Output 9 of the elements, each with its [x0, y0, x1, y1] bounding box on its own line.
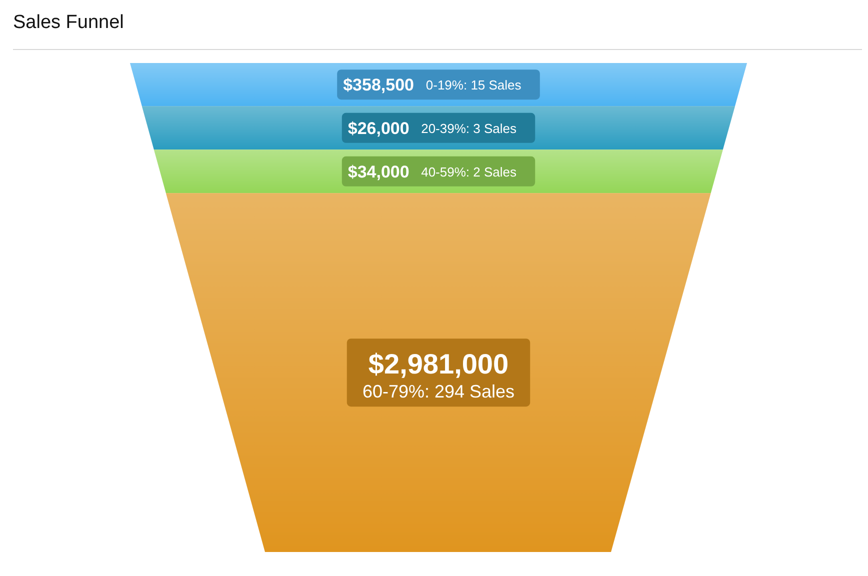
category-label: 60-79%: 294 Sales — [362, 382, 515, 402]
text: Sales Funnel — [13, 12, 124, 34]
category-label: 0-19%: 15 Sales — [426, 78, 522, 93]
data-label: $358,500 — [343, 76, 414, 95]
category-label: 40-59%: 2 Sales — [421, 164, 517, 180]
data-label: $2,981,000 — [368, 348, 509, 380]
data-label: $34,000 — [348, 162, 410, 182]
data-label: $26,000 — [348, 118, 410, 138]
category-label: 20-39%: 3 Sales — [421, 120, 517, 136]
